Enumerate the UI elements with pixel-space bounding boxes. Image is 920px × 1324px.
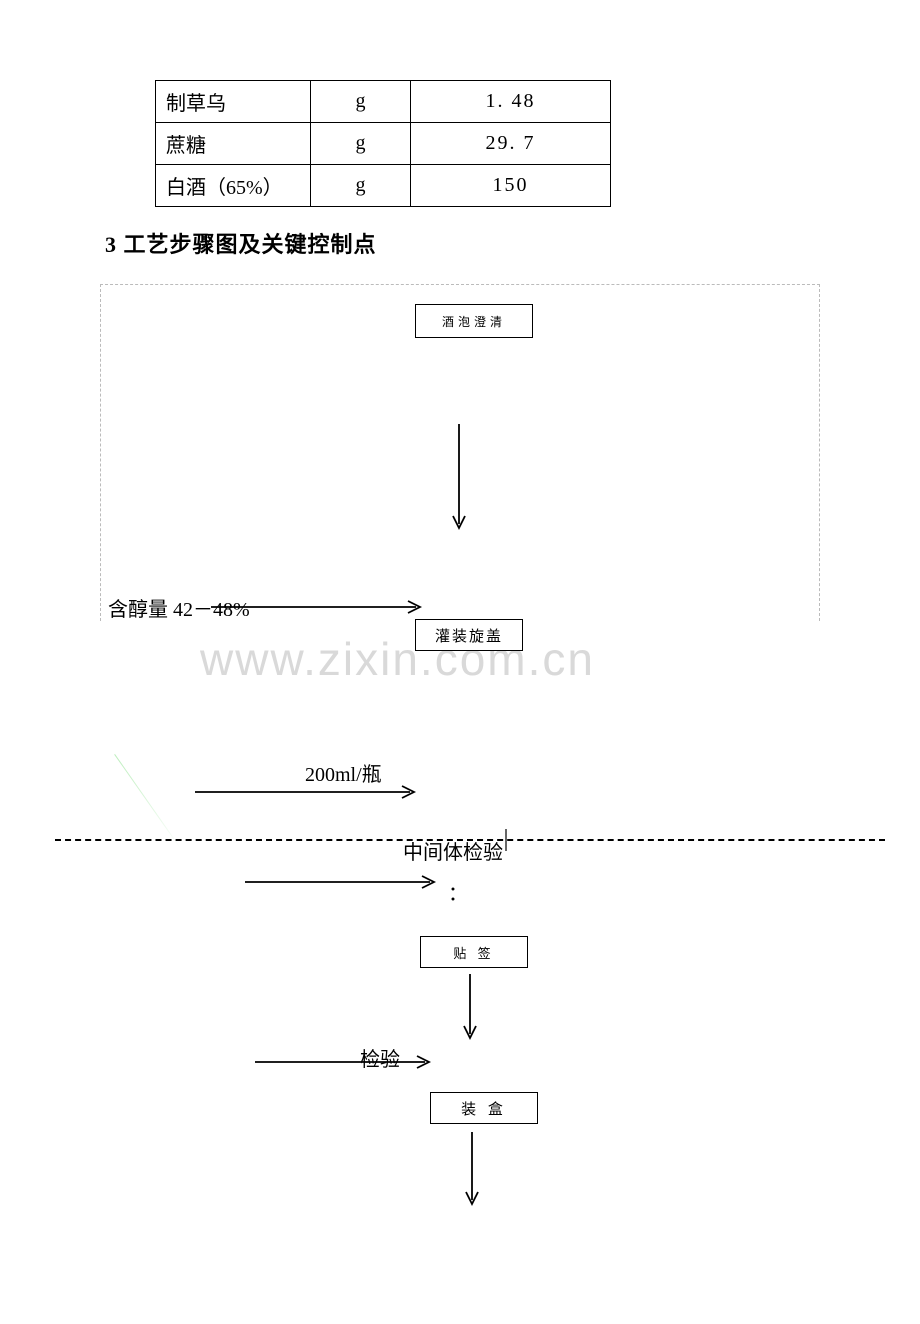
arrow-down-3	[471, 1132, 481, 1210]
flow-box-labeling: 贴 签	[420, 936, 528, 968]
flowchart-area: www.zixin.com.cn 酒泡澄清 灌装旋盖 贴 签 装 盒 含醇量 4…	[0, 284, 920, 1284]
flow-box-boxing: 装 盒	[430, 1092, 538, 1124]
arrow-right-volume	[195, 786, 420, 800]
arrow-right-alcohol	[211, 601, 426, 615]
dotted-horizontal-divider	[55, 839, 885, 841]
cell-unit: g	[311, 123, 411, 165]
tick-near-midcheck	[505, 829, 509, 853]
arrow-right-check	[255, 1056, 435, 1070]
table: 制草乌 g 1. 48 蔗糖 g 29. 7 白酒（65%） g 150	[155, 80, 611, 207]
label-volume: 200ml/瓶	[305, 758, 382, 787]
flow-box-filling: 灌装旋盖	[415, 619, 523, 651]
green-diagonal-line	[114, 754, 181, 849]
arrow-right-midcheck	[245, 876, 440, 890]
table-row: 白酒（65%） g 150	[156, 165, 611, 207]
cell-value: 29. 7	[411, 123, 611, 165]
cell-name: 蔗糖	[156, 123, 311, 165]
cell-value: 1. 48	[411, 81, 611, 123]
table-row: 制草乌 g 1. 48	[156, 81, 611, 123]
table-row: 蔗糖 g 29. 7	[156, 123, 611, 165]
cell-name: 白酒（65%）	[156, 165, 311, 207]
flow-box-clarify: 酒泡澄清	[415, 304, 533, 338]
cell-value: 150	[411, 165, 611, 207]
watermark-text: www.zixin.com.cn	[200, 632, 595, 686]
ingredient-table: 制草乌 g 1. 48 蔗糖 g 29. 7 白酒（65%） g 150	[155, 80, 920, 207]
arrow-down-1	[458, 424, 468, 534]
cell-unit: g	[311, 165, 411, 207]
cell-unit: g	[311, 81, 411, 123]
arrow-down-2	[469, 974, 479, 1044]
section-heading: 3 工艺步骤图及关键控制点	[105, 227, 920, 259]
label-colon: ：	[448, 877, 468, 906]
cell-name: 制草乌	[156, 81, 311, 123]
